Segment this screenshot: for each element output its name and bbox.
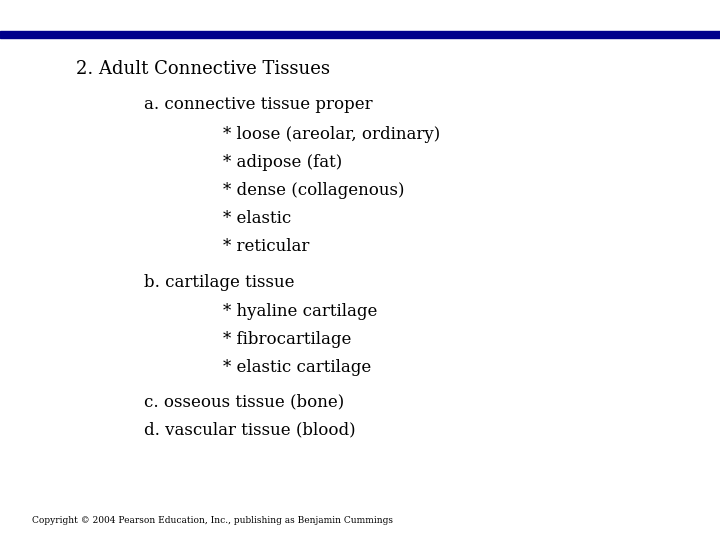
Text: * dense (collagenous): * dense (collagenous) <box>223 183 405 199</box>
Text: Copyright © 2004 Pearson Education, Inc., publishing as Benjamin Cummings: Copyright © 2004 Pearson Education, Inc.… <box>32 516 393 525</box>
Text: a. connective tissue proper: a. connective tissue proper <box>144 97 373 113</box>
Text: b. cartilage tissue: b. cartilage tissue <box>144 274 294 291</box>
Text: * adipose (fat): * adipose (fat) <box>223 154 343 171</box>
Text: d. vascular tissue (blood): d. vascular tissue (blood) <box>144 422 356 438</box>
Text: * fibrocartilage: * fibrocartilage <box>223 332 351 348</box>
Text: * elastic: * elastic <box>223 211 292 227</box>
Text: c. osseous tissue (bone): c. osseous tissue (bone) <box>144 394 344 410</box>
Text: 2. Adult Connective Tissues: 2. Adult Connective Tissues <box>76 60 330 78</box>
Text: * loose (areolar, ordinary): * loose (areolar, ordinary) <box>223 126 441 143</box>
Text: * hyaline cartilage: * hyaline cartilage <box>223 303 377 320</box>
Text: * reticular: * reticular <box>223 239 310 255</box>
Bar <box>0 31 720 38</box>
Text: * elastic cartilage: * elastic cartilage <box>223 360 372 376</box>
